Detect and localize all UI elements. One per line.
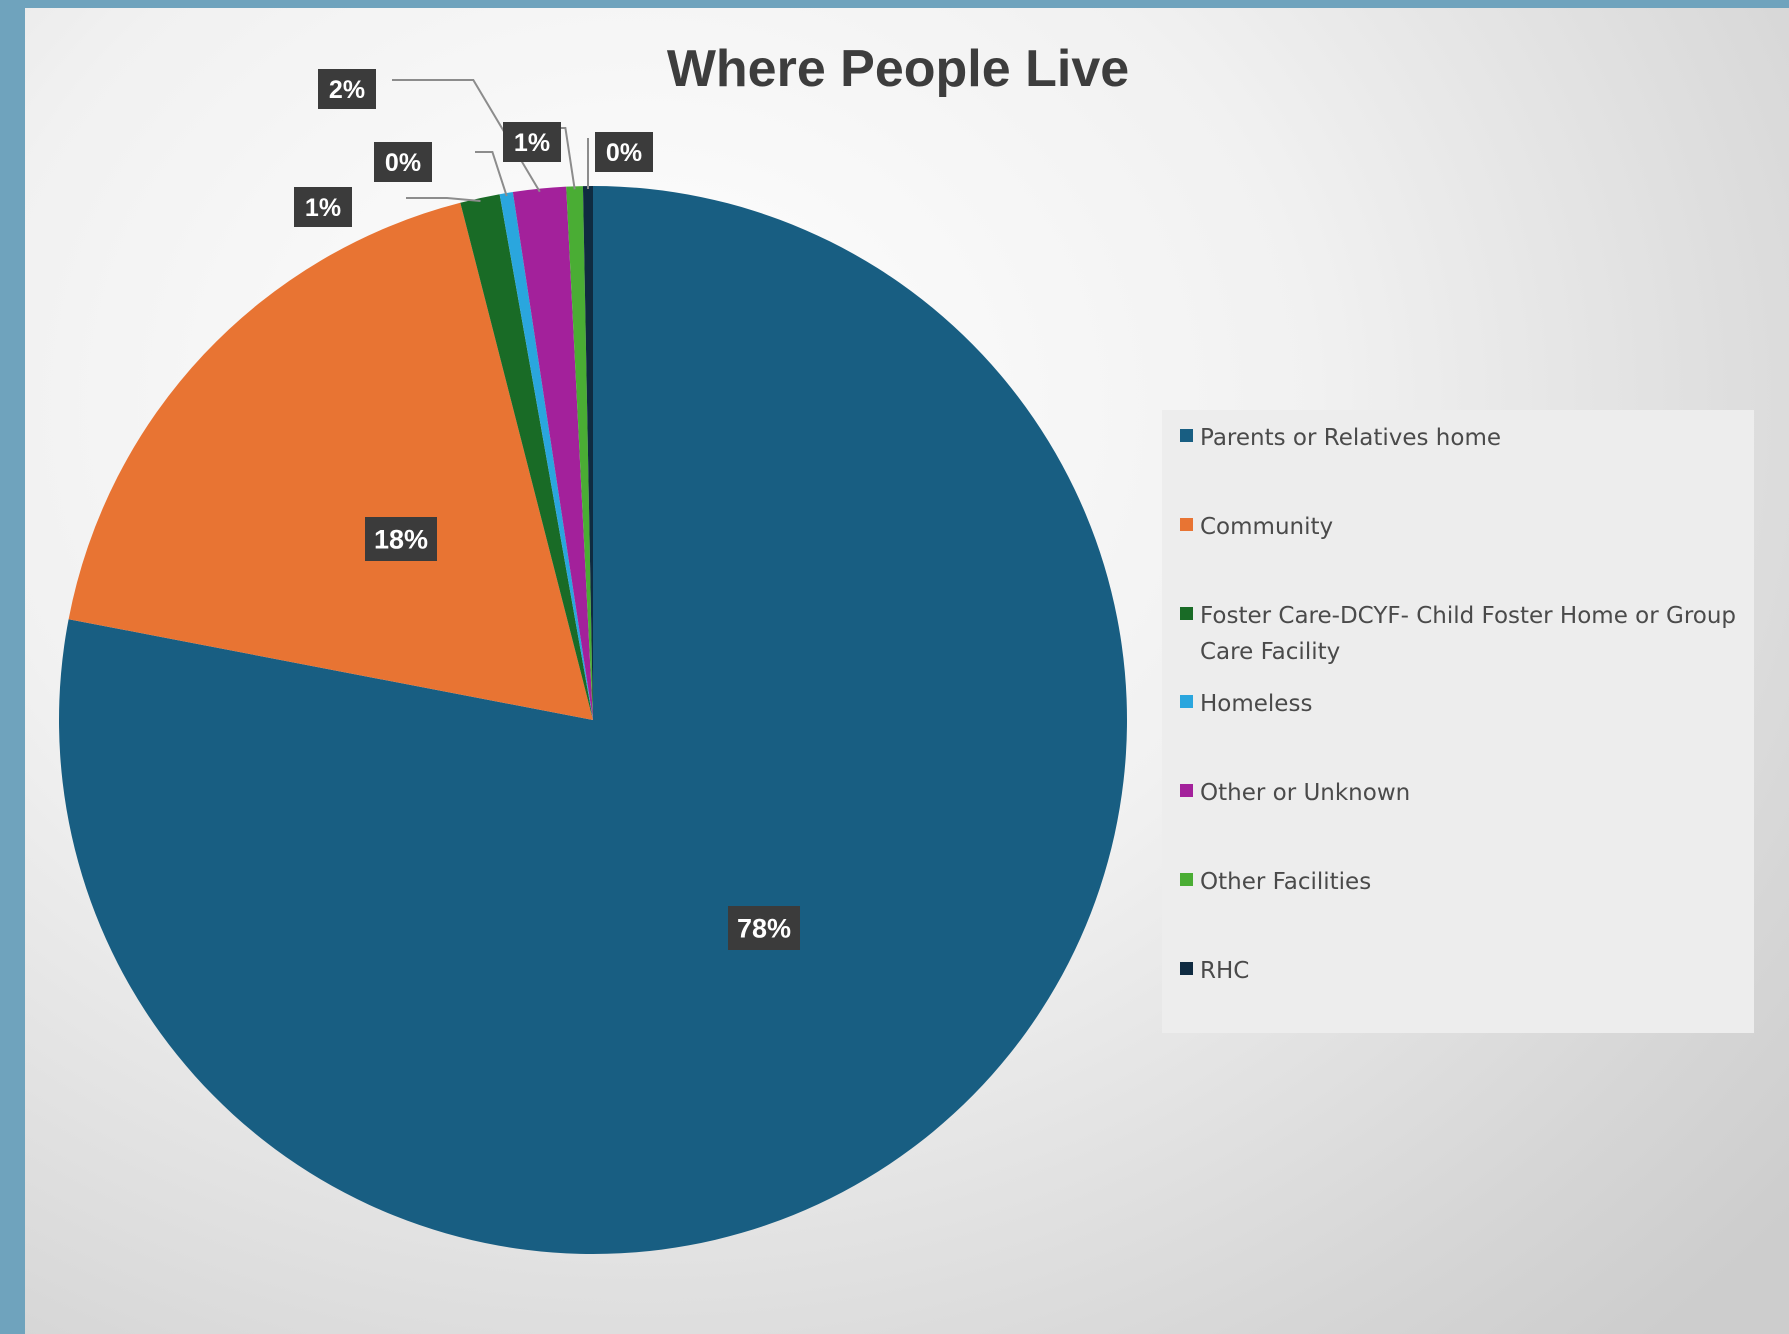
- legend-item-other-facilities: Other Facilities: [1180, 869, 1371, 895]
- data-label-parents-or-relatives-home: 78%: [728, 906, 800, 950]
- slice-rhc: [582, 185, 593, 720]
- legend-item-other-or-unknown: Other or Unknown: [1180, 780, 1410, 806]
- slice-parents-or-relatives-home: [59, 186, 1128, 1254]
- slice-foster-care-dcyf-child-foster-home-or-group-care-facility: [460, 194, 593, 721]
- data-label-box: [365, 517, 437, 561]
- legend-swatch: [1180, 518, 1193, 531]
- legend-swatch: [1180, 429, 1193, 442]
- legend-box: [1162, 410, 1754, 1033]
- data-label-text: 78%: [737, 914, 791, 944]
- data-label-other-facilities: 1%: [503, 122, 561, 162]
- data-label-text: 18%: [374, 525, 428, 555]
- data-label-text: 1%: [305, 194, 341, 222]
- data-label-foster-care-dcyf-child-foster-home-or-group-care-facility: 1%: [294, 187, 352, 227]
- legend: Parents or Relatives home Community Foster…: [1180, 425, 1736, 984]
- slice-other-or-unknown: [512, 186, 593, 721]
- legend-swatch: [1180, 607, 1193, 620]
- legend-swatch: [1180, 695, 1193, 708]
- legend-swatch: [1180, 873, 1193, 886]
- data-label-box: [503, 122, 561, 162]
- data-label-text: 0%: [385, 149, 421, 177]
- data-labels: 78% 18% 1% 0% 2% 1% 0%: [294, 69, 800, 950]
- legend-item-homeless: Homeless: [1180, 691, 1312, 717]
- legend-label: Other Facilities: [1200, 869, 1371, 895]
- legend-item-parents-or-relatives-home: Parents or Relatives home: [1180, 425, 1501, 451]
- legend-label: Other or Unknown: [1200, 780, 1410, 806]
- data-label-text: 0%: [606, 139, 642, 167]
- slice-community: [68, 202, 594, 721]
- legend-item-foster-care-dcyf-child-foster-home-or-group-care-facility: Foster Care-DCYF- Child Foster Home or G…: [1180, 603, 1736, 665]
- data-label-homeless: 0%: [374, 142, 432, 182]
- data-label-box: [294, 187, 352, 227]
- data-label-box: [728, 906, 800, 950]
- legend-item-rhc: RHC: [1180, 958, 1249, 984]
- chart-title: Where People Live: [667, 40, 1129, 98]
- data-label-box: [595, 132, 653, 172]
- data-label-box: [374, 142, 432, 182]
- legend-label: Parents or Relatives home: [1200, 425, 1501, 451]
- leader-line-foster-care-dcyf-child-foster-home-or-group-care-facility: [406, 197, 481, 202]
- data-label-box: [318, 69, 376, 109]
- slice-other-facilities: [566, 186, 593, 721]
- data-label-text: 2%: [329, 76, 365, 104]
- legend-label: Homeless: [1200, 691, 1312, 717]
- pie-slices: [59, 185, 1128, 1254]
- legend-swatch: [1180, 962, 1193, 975]
- data-label-rhc: 0%: [595, 132, 653, 172]
- legend-swatch: [1180, 784, 1193, 797]
- legend-label: Care Facility: [1200, 639, 1340, 665]
- data-label-community: 18%: [365, 517, 437, 561]
- data-label-text: 1%: [514, 129, 550, 157]
- leader-line-homeless: [475, 151, 508, 197]
- legend-label: RHC: [1200, 958, 1249, 984]
- data-label-other-or-unknown: 2%: [318, 69, 376, 109]
- legend-label: Community: [1200, 514, 1333, 540]
- legend-item-community: Community: [1180, 514, 1333, 540]
- legend-label: Foster Care-DCYF- Child Foster Home or G…: [1200, 603, 1736, 629]
- slice-homeless: [499, 192, 593, 721]
